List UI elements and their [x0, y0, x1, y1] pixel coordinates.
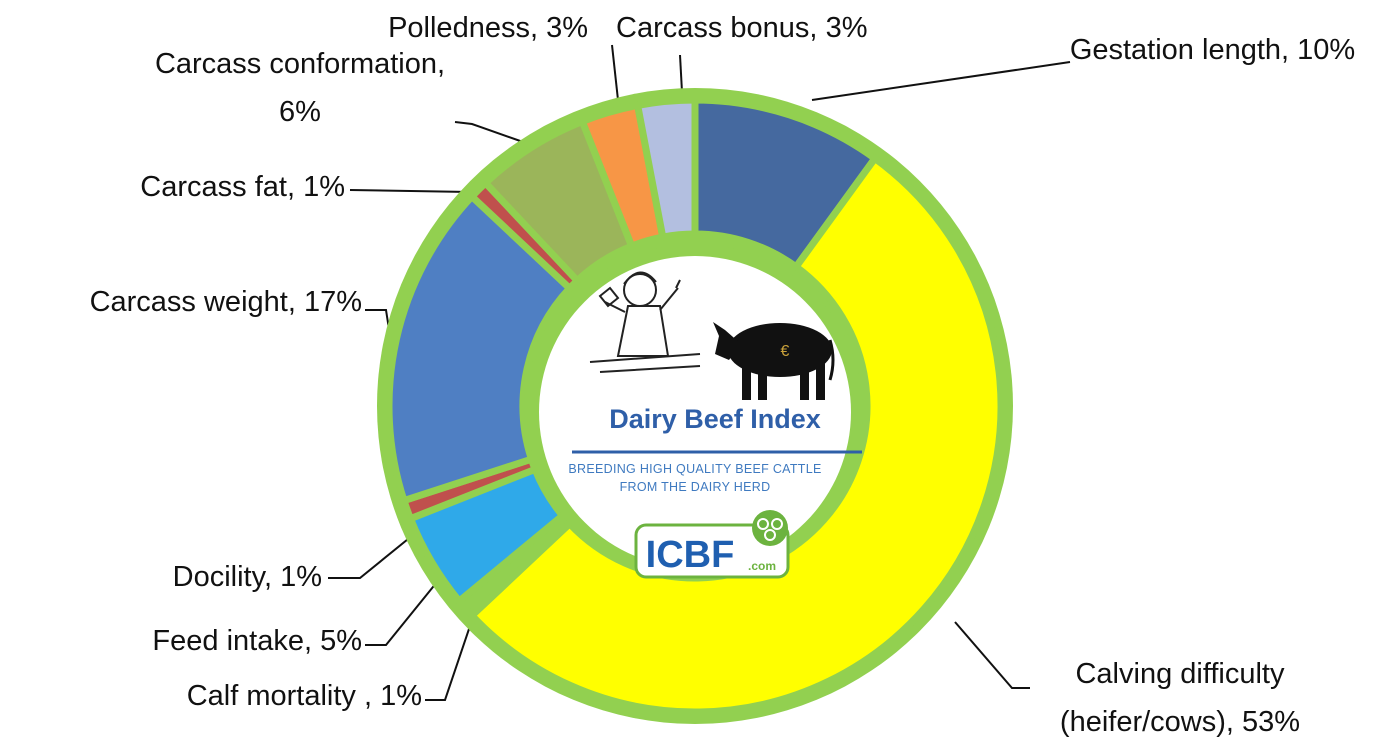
- value-label: 10%: [1297, 34, 1355, 66]
- slice-label: Carcass bonus, 3%: [616, 4, 867, 52]
- slice-label: Calving difficulty (heifer/cows), 53%: [1005, 650, 1355, 746]
- value-label: 3%: [546, 12, 588, 44]
- leader-line: [328, 535, 413, 578]
- category-label: Carcass bonus,: [616, 12, 818, 44]
- leader-line: [680, 55, 682, 92]
- category-label: Calf mortality ,: [187, 680, 372, 712]
- category-label: Polledness,: [388, 12, 538, 44]
- slice-label: Carcass conformation, 6%: [140, 40, 460, 136]
- category-label: Feed intake,: [152, 625, 312, 657]
- slice-label: Polledness, 3%: [388, 4, 588, 52]
- logo-title: Dairy Beef Index: [609, 404, 821, 434]
- leader-line: [350, 190, 470, 192]
- value-label: 1%: [380, 680, 422, 712]
- leader-line: [365, 582, 437, 645]
- leader-line: [812, 62, 1070, 100]
- category-label: Carcass weight,: [90, 286, 296, 318]
- slice-label: Calf mortality , 1%: [187, 672, 422, 720]
- leader-line: [425, 626, 470, 700]
- value-label: 5%: [320, 625, 362, 657]
- category-label: Carcass conformation,: [155, 48, 445, 80]
- category-label: Gestation length,: [1070, 34, 1289, 66]
- slice-label: Docility, 1%: [173, 553, 322, 601]
- category-label: Docility,: [173, 561, 272, 593]
- brand: ICBF: [646, 534, 735, 576]
- value-label: 6%: [279, 96, 321, 128]
- cow-symbol: €: [781, 343, 790, 360]
- leader-line: [612, 45, 618, 100]
- leader-line: [455, 122, 526, 143]
- value-label: 53%: [1242, 706, 1300, 738]
- brand-suffix: .com: [748, 559, 776, 573]
- slice-label: Feed intake, 5%: [152, 617, 362, 665]
- slice-label: Carcass weight, 17%: [90, 278, 362, 326]
- value-label: 3%: [826, 12, 868, 44]
- slice-label: Gestation length, 10%: [1060, 26, 1365, 74]
- value-label: 1%: [303, 171, 345, 203]
- category-label: Carcass fat,: [140, 171, 295, 203]
- value-label: 17%: [304, 286, 362, 318]
- logo-subtitle: BREEDING HIGH QUALITY BEEF CATTLE FROM T…: [565, 460, 825, 496]
- page: € Dairy Beef Index ICBF .com BREEDING HI…: [0, 0, 1375, 744]
- value-label: 1%: [280, 561, 322, 593]
- slice-label: Carcass fat, 1%: [140, 163, 345, 211]
